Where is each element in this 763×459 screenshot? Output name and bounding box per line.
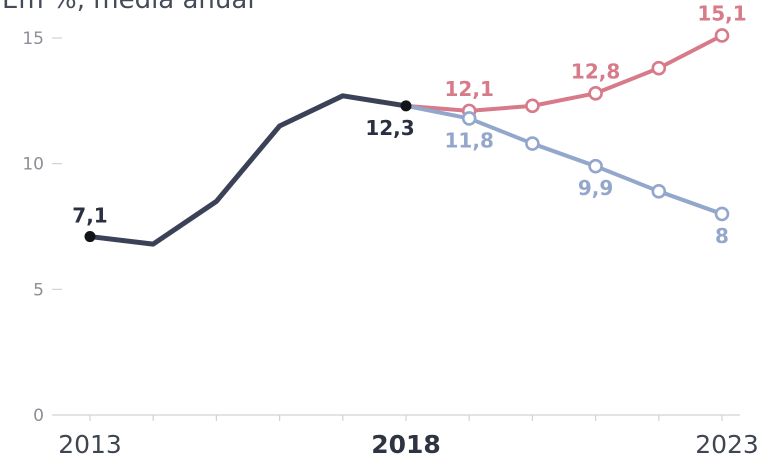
data-point — [714, 206, 730, 222]
data-label: 15,1 — [697, 1, 746, 25]
y-tick-label: 10 — [22, 155, 44, 175]
data-point — [588, 158, 603, 174]
series-line — [404, 103, 724, 216]
x-tick-label: 2018 — [371, 430, 441, 459]
chart-subtitle: Em %, média anual — [2, 0, 255, 15]
data-label: 9,9 — [578, 176, 613, 200]
data-point — [714, 28, 730, 43]
series-line — [404, 33, 724, 113]
data-point — [461, 111, 477, 126]
data-point — [84, 231, 96, 243]
data-point — [651, 184, 667, 199]
data-label: 7,1 — [72, 204, 107, 228]
data-label: 12,1 — [445, 77, 494, 101]
x-tick-label: 2023 — [695, 430, 759, 459]
data-label: 8 — [715, 224, 729, 248]
x-tick-label: 2013 — [58, 430, 122, 459]
data-point — [400, 100, 412, 112]
data-point — [651, 60, 667, 76]
data-point — [588, 85, 603, 101]
data-label: 11,8 — [445, 128, 494, 152]
y-tick-label: 0 — [33, 406, 44, 426]
data-point — [525, 98, 540, 114]
series-line — [87, 93, 409, 247]
y-tick-label: 15 — [22, 29, 44, 49]
data-label: 12,8 — [571, 59, 620, 83]
y-tick-label: 5 — [33, 280, 44, 300]
chart-series — [84, 28, 730, 247]
chart-axes: 0 5 10 15 2013 2018 2023 — [22, 29, 758, 459]
data-point — [525, 136, 540, 151]
chart-data-labels: 7,1 12,3 12,1 12,8 15,1 11,8 9,9 8 — [72, 1, 746, 247]
data-label: 12,3 — [365, 116, 414, 140]
